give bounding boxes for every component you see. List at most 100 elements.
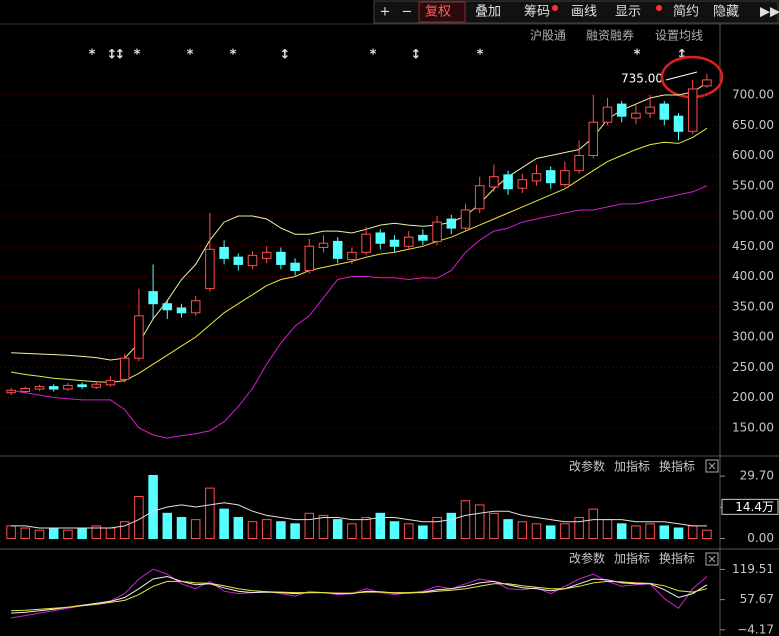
candle-body: [134, 315, 144, 359]
candle-body: [304, 245, 315, 271]
event-marker: *: [370, 48, 377, 63]
event-marker: ↕: [677, 48, 688, 63]
candle-body: [63, 384, 73, 390]
candle-body: [645, 106, 655, 114]
volume-bar: [659, 525, 670, 540]
price-annotation: 735.00: [621, 72, 663, 86]
volume-bar: [332, 519, 343, 540]
y-tick-label: 250.00: [732, 360, 774, 374]
link[interactable]: 融资融券: [586, 28, 634, 43]
cursor-label: 14.4万: [735, 500, 774, 514]
y-tick-label: 700.00: [732, 88, 774, 102]
volume-bar: [588, 508, 599, 540]
volume-bar: [418, 525, 428, 540]
candle-body: [190, 300, 201, 314]
volume-bar: [687, 525, 698, 540]
candle-body: [432, 221, 442, 242]
panel-button[interactable]: 换指标: [659, 459, 695, 474]
candle-body: [545, 170, 556, 184]
candle-body: [6, 389, 16, 394]
button[interactable]: 画线: [571, 5, 597, 20]
close-button[interactable]: [705, 552, 719, 566]
candle-body: [290, 262, 300, 271]
volume-bar: [6, 525, 16, 540]
button[interactable]: 筹码: [524, 4, 550, 20]
volume-bar: [318, 514, 329, 540]
candle-body: [474, 185, 485, 210]
candle-body: [205, 248, 215, 290]
volume-bar: [702, 529, 712, 540]
candle-body: [517, 179, 528, 189]
button[interactable]: 隐藏: [713, 5, 739, 20]
candle-body: [418, 234, 428, 241]
volume-bar: [403, 523, 414, 540]
y-tick-label: −4.17: [737, 622, 774, 636]
candle-body: [219, 246, 229, 259]
candle-body: [446, 218, 457, 229]
candle-body: [247, 254, 258, 267]
indicator-line: [11, 568, 708, 619]
panel-button[interactable]: 改参数: [569, 459, 605, 474]
toolbar: + − 复权 叠加 筹码 画线 显示 简约 隐藏 ▶▶: [373, 0, 779, 24]
event-marker: *: [230, 48, 237, 63]
candle-body: [276, 251, 286, 265]
panel-button[interactable]: 换指标: [659, 551, 695, 566]
y-tick-label: 29.70: [740, 469, 774, 483]
annotation-arrow: [665, 71, 698, 81]
y-tick-label: 650.00: [732, 118, 774, 132]
candle-body: [702, 79, 712, 87]
close-button[interactable]: [705, 459, 719, 473]
volume-bar: [119, 521, 130, 540]
panel-button[interactable]: 加指标: [614, 459, 650, 474]
dot: [552, 5, 558, 11]
button[interactable]: −: [402, 5, 413, 20]
button[interactable]: 复权: [425, 4, 451, 20]
indicator-line: [11, 580, 708, 612]
link[interactable]: 沪股通: [530, 29, 566, 43]
volume-bar: [91, 525, 102, 540]
y-tick-label: 350.00: [732, 299, 774, 313]
volume-bar: [190, 519, 201, 540]
volume-bar: [205, 487, 215, 540]
candle-body: [148, 291, 158, 305]
volume-bar: [389, 521, 400, 540]
candle-body: [48, 386, 59, 390]
event-marker: ↕: [411, 48, 422, 63]
volume-bar: [361, 517, 371, 540]
arrow: ▶▶: [760, 5, 779, 20]
volume-bar: [432, 517, 442, 540]
y-tick-label: 200.00: [732, 390, 774, 404]
volume-bar: [545, 525, 556, 540]
event-marker: *: [89, 48, 96, 63]
button[interactable]: 显示: [615, 5, 641, 20]
panel-button[interactable]: 加指标: [614, 551, 650, 566]
volume-bar: [105, 527, 116, 540]
cursor-label-bg: [721, 498, 779, 515]
volume-bar: [602, 519, 613, 540]
button[interactable]: +: [380, 5, 391, 20]
toolbar-bg: [373, 0, 779, 24]
indicator-line: [11, 185, 708, 439]
candle-body: [162, 303, 173, 311]
volume-bar: [162, 512, 173, 540]
volume-bar: [560, 523, 570, 540]
volume-bar: [347, 523, 357, 540]
panel-button[interactable]: 改参数: [569, 551, 605, 566]
link[interactable]: 设置均线: [655, 29, 703, 43]
y-tick-label: 550.00: [732, 178, 774, 192]
volume-bar: [148, 474, 158, 540]
event-marker: *: [477, 48, 484, 63]
button[interactable]: 叠加: [475, 5, 501, 20]
close-icon: [708, 555, 716, 563]
candle-body: [91, 383, 102, 388]
volume-bar: [233, 517, 244, 540]
volume-bar: [304, 512, 315, 540]
candle-body: [34, 386, 45, 390]
candle-body: [375, 232, 386, 244]
volume-bar: [673, 527, 684, 540]
candle-body: [616, 103, 627, 117]
button[interactable]: 简约: [673, 4, 699, 20]
candle-body: [588, 121, 599, 157]
volume-bar: [247, 521, 258, 540]
